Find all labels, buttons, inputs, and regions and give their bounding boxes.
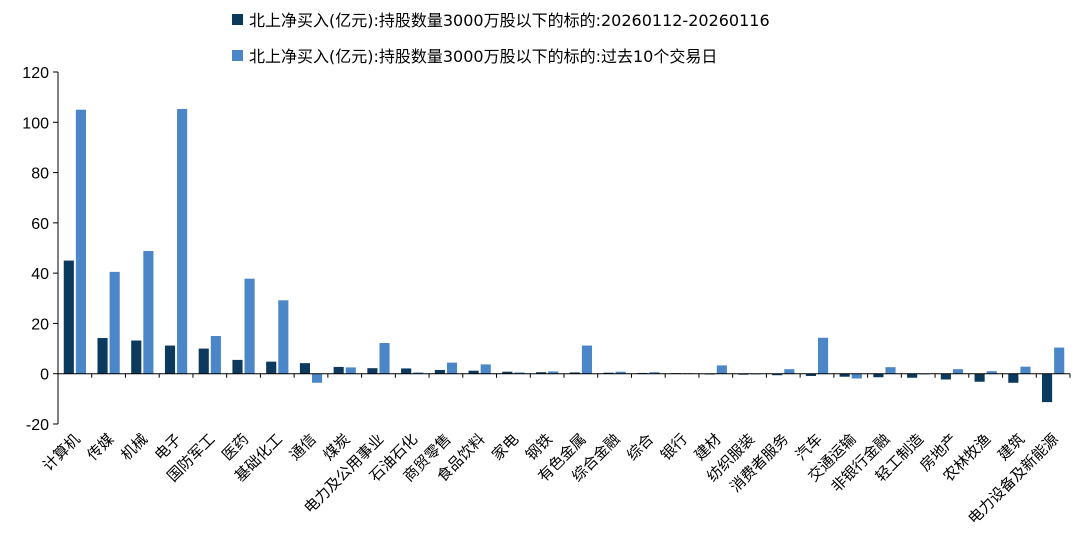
- bar-weekly: [1008, 373, 1019, 383]
- x-tick-label: 家电: [488, 430, 522, 464]
- bar-weekly: [164, 345, 176, 374]
- bar-10day: [851, 373, 862, 379]
- bar-10day: [446, 362, 458, 374]
- y-tick-label: -20: [26, 417, 49, 434]
- bar-weekly: [805, 373, 816, 376]
- bar-10day: [244, 278, 255, 374]
- bar-10day: [548, 371, 559, 374]
- bar-weekly: [401, 368, 412, 374]
- bar-weekly: [97, 338, 108, 374]
- bar-10day: [514, 372, 525, 374]
- bar-10day: [986, 371, 997, 374]
- bar-weekly: [940, 373, 951, 380]
- x-tick-label: 机械: [117, 430, 151, 464]
- y-tick-label: 100: [22, 115, 49, 132]
- x-tick-label: 传媒: [83, 430, 117, 464]
- bar-weekly: [873, 373, 884, 378]
- bar-weekly: [738, 373, 749, 375]
- bar-weekly: [266, 361, 277, 374]
- bar-10day: [784, 369, 795, 374]
- legend-label-weekly: 北上净买入(亿元):持股数量3000万股以下的标的:20260112-20260…: [249, 11, 770, 30]
- bar-10day: [716, 365, 727, 374]
- bar-10day: [278, 300, 289, 374]
- y-tick-label: 80: [31, 166, 49, 183]
- bar-weekly: [299, 363, 310, 374]
- bar-weekly: [974, 373, 985, 382]
- legend-swatch-weekly: [232, 13, 243, 25]
- y-tick-label: 120: [22, 65, 49, 82]
- bar-10day: [480, 364, 491, 374]
- bar-10day: [143, 251, 154, 374]
- bar-10day: [210, 336, 221, 374]
- bar-weekly: [198, 348, 209, 374]
- y-tick-label: 0: [40, 367, 49, 384]
- bar-weekly: [1042, 373, 1053, 403]
- legend-item-10day: 北上净买入(亿元):持股数量3000万股以下的标的:过去10个交易日: [232, 43, 717, 67]
- bar-weekly: [536, 372, 547, 374]
- bar-10day: [345, 367, 356, 374]
- bar-weekly: [907, 373, 918, 378]
- bar-10day: [952, 369, 964, 374]
- bar-weekly: [333, 366, 344, 374]
- bar-weekly: [502, 371, 513, 374]
- legend-label-10day: 北上净买入(亿元):持股数量3000万股以下的标的:过去10个交易日: [249, 47, 718, 66]
- bar-10day: [312, 373, 323, 383]
- bar-10day: [177, 108, 188, 374]
- x-tick-label: 银行: [657, 430, 691, 464]
- bar-weekly: [468, 370, 479, 374]
- bar-weekly: [63, 260, 74, 374]
- bar-weekly: [434, 369, 445, 374]
- y-tick-label: 40: [31, 266, 49, 283]
- bar-10day: [649, 372, 660, 374]
- bar-10day: [1054, 347, 1065, 374]
- bar-10day: [1020, 366, 1031, 374]
- bar-weekly: [232, 359, 243, 374]
- bar-weekly: [772, 373, 783, 376]
- bar-weekly: [839, 373, 850, 377]
- bar-weekly: [131, 340, 142, 374]
- bar-10day: [109, 271, 120, 374]
- x-tick-label: 通信: [286, 430, 320, 464]
- legend-item-weekly: 北上净买入(亿元):持股数量3000万股以下的标的:20260112-20260…: [232, 7, 770, 31]
- bar-10day: [818, 337, 829, 374]
- bar-10day: [75, 109, 86, 374]
- bar-10day: [379, 343, 390, 374]
- bar-10day: [885, 367, 896, 374]
- bar-weekly: [569, 372, 580, 374]
- x-tick-label: 综合: [623, 430, 657, 464]
- y-tick-label: 20: [31, 316, 49, 333]
- bar-10day: [581, 345, 592, 374]
- bar-10day: [615, 371, 626, 374]
- bar-weekly: [367, 368, 378, 374]
- x-tick-label: 计算机: [39, 430, 84, 475]
- bar-10day: [413, 372, 424, 374]
- y-tick-label: 60: [31, 216, 49, 233]
- legend-swatch-10day: [232, 49, 243, 61]
- bar-weekly: [603, 372, 614, 374]
